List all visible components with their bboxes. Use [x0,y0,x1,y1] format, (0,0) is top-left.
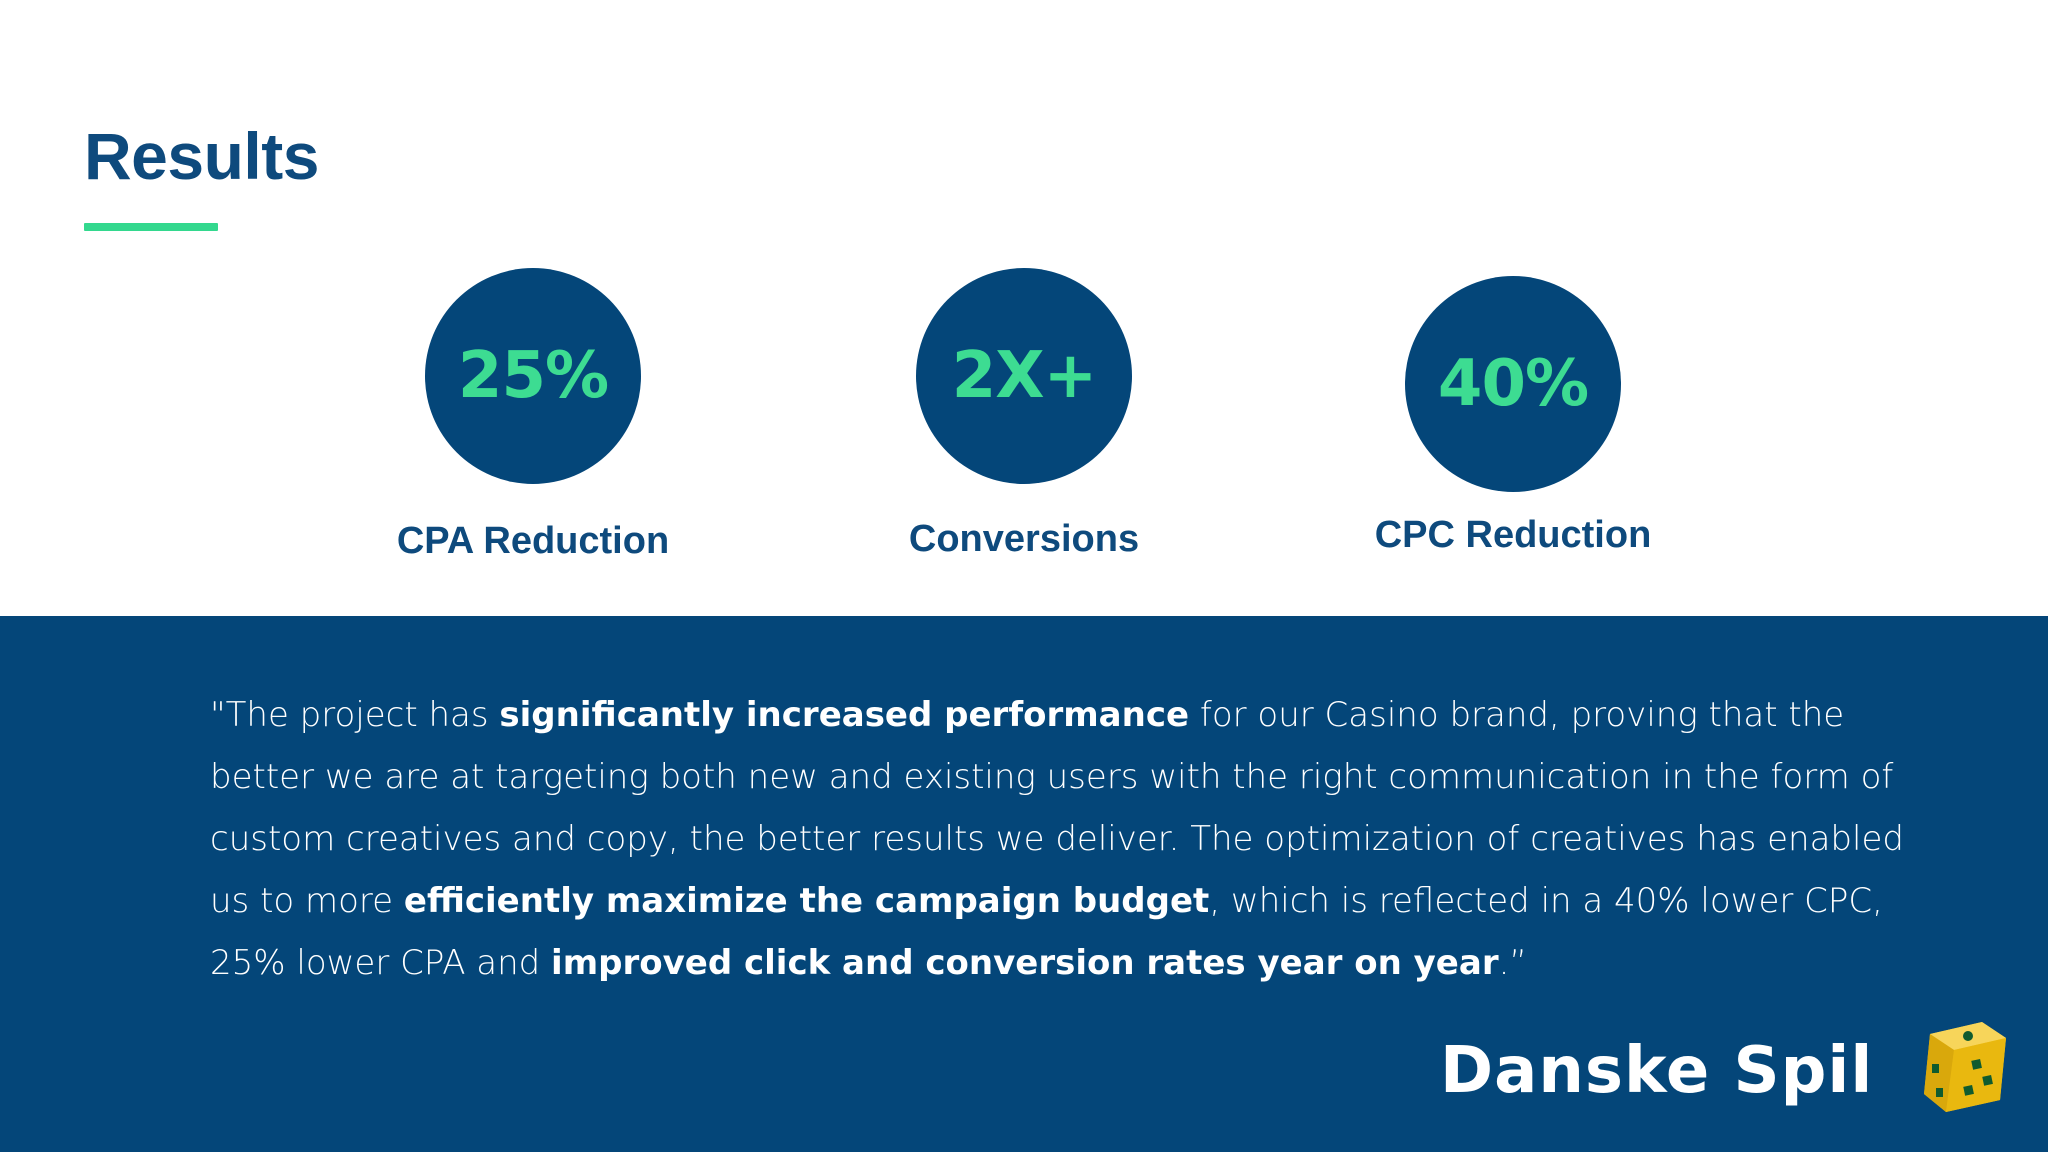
quote-highlight: improved click and conversion rates year… [551,943,1499,983]
metric-value: 40% [1437,347,1589,421]
dice-icon [1924,1022,2006,1112]
metric-label: Conversions [908,518,1140,560]
metric-circle: 25% [425,268,641,484]
quote-highlight: significantly increased performance [499,695,1190,735]
testimonial-quote: "The project has significantly increased… [210,684,1910,994]
metric-value: 25% [457,339,609,413]
page-title: Results [84,119,319,193]
quote-highlight: efficiently maximize the campaign budget [403,881,1210,921]
quote-text: "The project has [210,695,500,735]
metric-circle: 40% [1405,276,1621,492]
title-underline [84,223,218,231]
quote-text: .” [1498,943,1528,983]
metric-circle: 2X+ [916,268,1132,484]
results-section: Results 25% CPA Reduction 2X+ Conversion… [84,119,1652,562]
metric-value: 2X+ [951,339,1097,413]
brand-logo-text: Danske Spil [1440,1034,1874,1108]
quote-text: , which is reflected in a 40% lower CPC,… [210,881,1883,983]
quote-text: for our Casino brand, proving that the b… [210,695,1904,921]
testimonial-section: "The project has significantly increased… [0,616,2048,1152]
metric-label: CPA Reduction [396,520,670,562]
metric-label: CPC Reduction [1374,514,1652,556]
